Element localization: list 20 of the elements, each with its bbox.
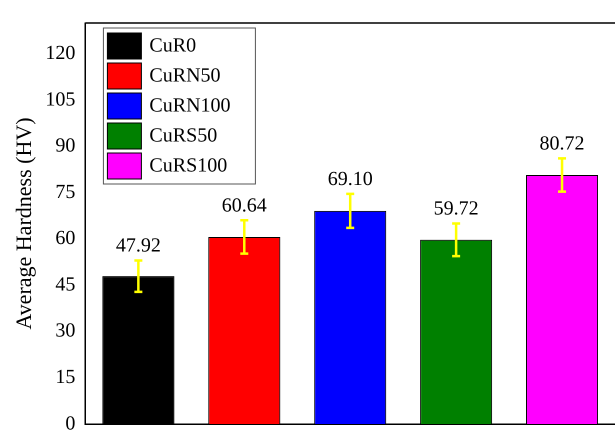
y-axis-title: Average Hardness (HV) [10,117,36,330]
y-tick-label: 45 [55,273,76,296]
data-label: 80.72 [540,132,585,155]
legend-label: CuRS100 [149,154,228,176]
legend-label: CuRN50 [149,64,221,86]
data-label: 69.10 [328,168,373,190]
y-tick-label: 90 [55,134,76,157]
data-label: 59.72 [434,198,479,220]
y-tick-label: 60 [55,227,76,250]
y-tick-label: 0 [65,412,76,434]
y-tick-label: 15 [55,366,76,388]
legend-label: CuRN100 [149,94,231,116]
y-tick-label: 105 [45,88,76,110]
legend-label: CuR0 [149,34,196,56]
data-label: 60.64 [222,194,267,217]
y-tick-label: 75 [55,180,76,203]
legend-label: CuRS50 [149,124,218,146]
y-tick-label: 120 [45,42,76,64]
y-tick-label: 30 [55,320,76,342]
data-label: 47.92 [116,234,161,257]
